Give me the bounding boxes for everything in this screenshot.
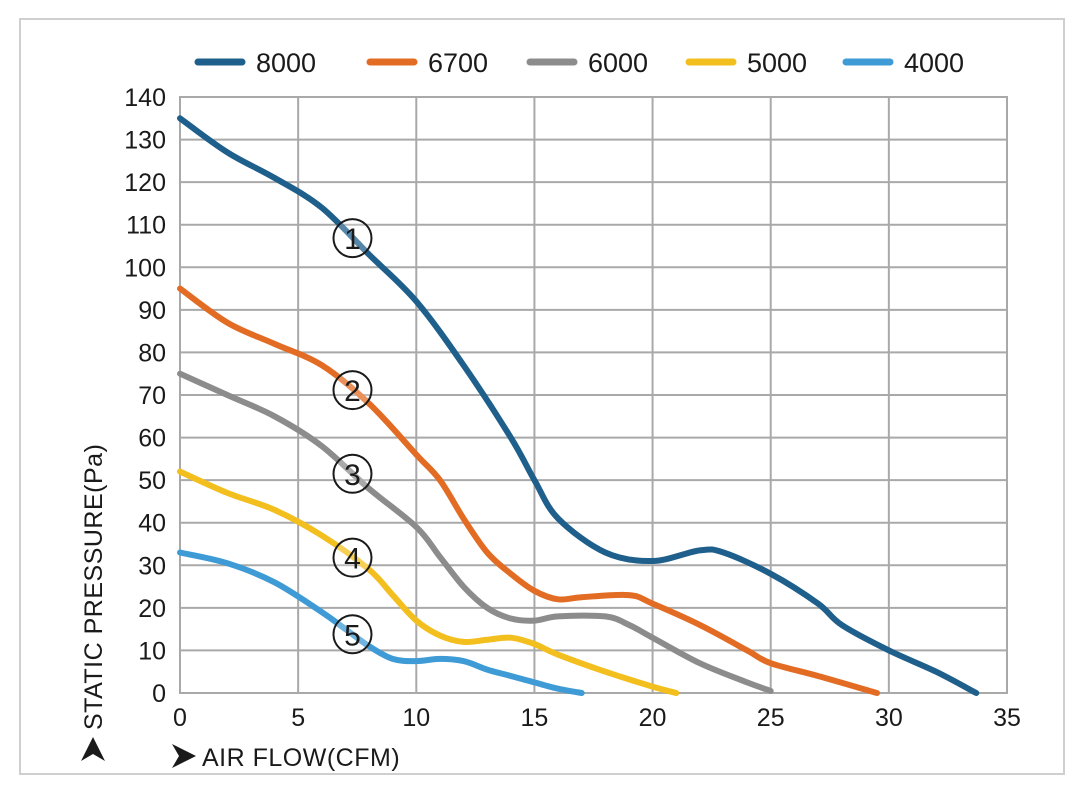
marker-circle xyxy=(332,614,373,655)
series-line-4000 xyxy=(177,549,585,696)
marker-circle xyxy=(332,218,373,259)
x-axis-title: AIR FLOW(CFM) xyxy=(172,744,400,772)
x-tick-label: 15 xyxy=(521,704,549,732)
legend-item-6000: 6000 xyxy=(526,48,648,78)
y-tick-label: 10 xyxy=(138,637,166,665)
series-line-5000 xyxy=(177,468,680,696)
x-tick-label: 20 xyxy=(639,704,667,732)
marker-4000: 5 xyxy=(332,614,373,655)
x-tick-label: 35 xyxy=(993,704,1021,732)
legend-label: 6000 xyxy=(588,48,648,78)
y-tick-label: 40 xyxy=(138,510,166,538)
series-markers: 1 2 3 4 5 xyxy=(332,218,373,655)
marker-label: 2 xyxy=(344,375,361,408)
legend-item-8000: 8000 xyxy=(194,48,316,78)
x-axis-label: AIR FLOW(CFM) xyxy=(202,744,400,772)
y-tick-label: 120 xyxy=(124,169,166,197)
legend-label: 5000 xyxy=(747,48,807,78)
y-tick-label: 60 xyxy=(138,425,166,453)
legend-label: 8000 xyxy=(256,48,316,78)
series-line-6000 xyxy=(177,370,774,694)
y-tick-label: 100 xyxy=(124,254,166,282)
grid xyxy=(179,96,1008,694)
marker-circle xyxy=(332,537,373,578)
marker-label: 3 xyxy=(344,459,361,492)
series-layer xyxy=(177,115,980,696)
x-tick-label: 5 xyxy=(291,704,305,732)
y-tick-label: 90 xyxy=(138,297,166,325)
y-tick-label: 130 xyxy=(124,127,166,155)
y-tick-label: 20 xyxy=(138,595,166,623)
y-tick-label: 50 xyxy=(138,467,166,495)
legend-item-4000: 4000 xyxy=(842,48,964,78)
marker-5000: 4 xyxy=(332,537,373,578)
x-tick-label: 30 xyxy=(875,704,903,732)
legend-label: 4000 xyxy=(904,48,964,78)
y-tick-label: 140 xyxy=(124,84,166,112)
y-tick-label: 30 xyxy=(138,552,166,580)
x-tick-label: 25 xyxy=(757,704,785,732)
marker-8000: 1 xyxy=(332,218,373,259)
series-line-8000 xyxy=(177,115,980,696)
y-tick-label: 0 xyxy=(152,680,166,708)
series-line-6700 xyxy=(177,285,880,696)
y-axis-title: STATIC PRESSURE(Pa) xyxy=(80,444,108,761)
marker-label: 4 xyxy=(344,543,361,576)
marker-label: 5 xyxy=(344,619,361,652)
legend-item-6700: 6700 xyxy=(366,48,488,78)
x-tick-label: 0 xyxy=(173,704,187,732)
marker-circle xyxy=(332,453,373,494)
marker-circle xyxy=(332,370,373,411)
legend-label: 6700 xyxy=(428,48,488,78)
y-axis-label: STATIC PRESSURE(Pa) xyxy=(80,444,108,730)
y-axis-arrow-icon xyxy=(81,737,105,761)
legend: 8000 6700 6000 5000 4000 xyxy=(194,48,964,78)
x-axis-arrow-icon xyxy=(172,744,196,768)
x-tick-label: 10 xyxy=(402,704,430,732)
marker-6700: 2 xyxy=(332,370,373,411)
legend-item-5000: 5000 xyxy=(685,48,807,78)
y-tick-label: 110 xyxy=(126,212,166,240)
marker-label: 1 xyxy=(344,223,361,256)
y-tick-label: 70 xyxy=(138,382,166,410)
marker-6000: 3 xyxy=(332,453,373,494)
y-tick-label: 80 xyxy=(138,339,166,367)
